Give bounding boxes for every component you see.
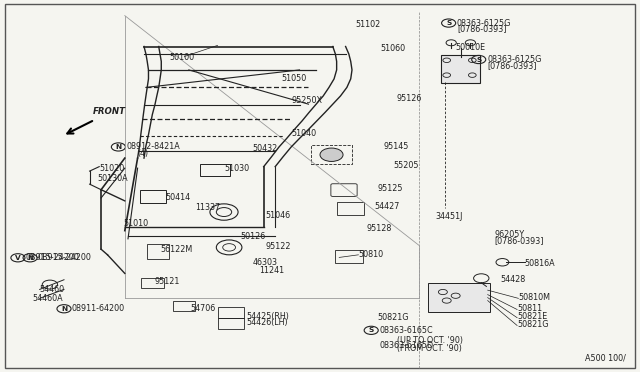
Text: 50811: 50811 xyxy=(517,304,542,313)
Text: 51030: 51030 xyxy=(224,164,249,173)
Text: N: N xyxy=(61,306,67,312)
Text: 50821G: 50821G xyxy=(378,313,409,322)
Text: 54460A: 54460A xyxy=(32,294,63,303)
Text: 54425(RH): 54425(RH) xyxy=(246,312,289,321)
Text: N: N xyxy=(27,255,33,261)
Text: 51010: 51010 xyxy=(123,219,148,228)
Text: 54428: 54428 xyxy=(500,275,525,284)
Text: 50810M: 50810M xyxy=(518,293,550,302)
Text: 11337: 11337 xyxy=(195,203,220,212)
Text: FRONT: FRONT xyxy=(93,107,126,116)
Text: S: S xyxy=(369,327,374,333)
Text: 95126: 95126 xyxy=(397,94,422,103)
Text: 11241: 11241 xyxy=(259,266,284,275)
FancyBboxPatch shape xyxy=(441,55,480,83)
Text: 08363-6165C: 08363-6165C xyxy=(380,326,433,335)
Text: [0786-0393]: [0786-0393] xyxy=(494,237,543,246)
Text: 55205: 55205 xyxy=(394,161,419,170)
Text: 51102: 51102 xyxy=(355,20,380,29)
Text: 34451J: 34451J xyxy=(435,212,463,221)
Text: 0B915-24200: 0B915-24200 xyxy=(26,253,79,262)
Text: 50414: 50414 xyxy=(165,193,190,202)
Text: 95145: 95145 xyxy=(384,142,410,151)
Text: 50816A: 50816A xyxy=(525,259,556,268)
Text: (4): (4) xyxy=(138,149,148,158)
Text: 51050: 51050 xyxy=(282,74,307,83)
Text: 50821G: 50821G xyxy=(517,320,548,329)
Text: 96205Y: 96205Y xyxy=(494,230,524,239)
Text: S: S xyxy=(476,57,481,62)
Text: V: V xyxy=(15,255,20,261)
Text: 50810: 50810 xyxy=(358,250,383,259)
Text: 50821E: 50821E xyxy=(517,312,547,321)
Text: N: N xyxy=(115,144,122,150)
Text: 50130A: 50130A xyxy=(97,174,128,183)
Text: 54706: 54706 xyxy=(190,304,215,312)
Text: (FROM OCT. '90): (FROM OCT. '90) xyxy=(397,344,461,353)
Text: 51046: 51046 xyxy=(266,211,291,220)
Text: 51060: 51060 xyxy=(381,44,406,53)
Text: 46303: 46303 xyxy=(253,258,278,267)
Text: A500 100/: A500 100/ xyxy=(585,354,626,363)
Text: 50432: 50432 xyxy=(253,144,278,153)
Text: 54426(LH): 54426(LH) xyxy=(246,318,288,327)
Text: 95128: 95128 xyxy=(366,224,392,233)
Text: 08363-6125G: 08363-6125G xyxy=(457,19,511,28)
Text: 95122: 95122 xyxy=(266,242,291,251)
Text: 08912-8421A: 08912-8421A xyxy=(126,142,180,151)
Text: 08911-64200: 08911-64200 xyxy=(72,304,125,313)
Text: [0786-0393]: [0786-0393] xyxy=(457,25,506,33)
Text: 50126: 50126 xyxy=(240,232,265,241)
Text: 51020: 51020 xyxy=(99,164,124,173)
Text: 50100: 50100 xyxy=(170,53,195,62)
Text: (UP TO OCT. '90): (UP TO OCT. '90) xyxy=(397,336,463,344)
Text: 08363-6125G: 08363-6125G xyxy=(487,55,541,64)
Text: 0B915-24200: 0B915-24200 xyxy=(38,253,92,262)
Text: S: S xyxy=(446,20,451,26)
Text: 95125: 95125 xyxy=(378,185,403,193)
Text: 54460: 54460 xyxy=(40,285,65,294)
Circle shape xyxy=(320,148,343,161)
Text: 95121: 95121 xyxy=(155,278,180,286)
Text: 08363-6165D: 08363-6165D xyxy=(380,341,434,350)
Text: 54427: 54427 xyxy=(374,202,400,211)
FancyBboxPatch shape xyxy=(428,283,490,312)
Text: 95250X: 95250X xyxy=(291,96,322,105)
Text: 50010E: 50010E xyxy=(456,43,486,52)
Text: 51040: 51040 xyxy=(291,129,316,138)
Text: 56122M: 56122M xyxy=(160,245,192,254)
Text: [0786-0393]: [0786-0393] xyxy=(487,61,536,70)
